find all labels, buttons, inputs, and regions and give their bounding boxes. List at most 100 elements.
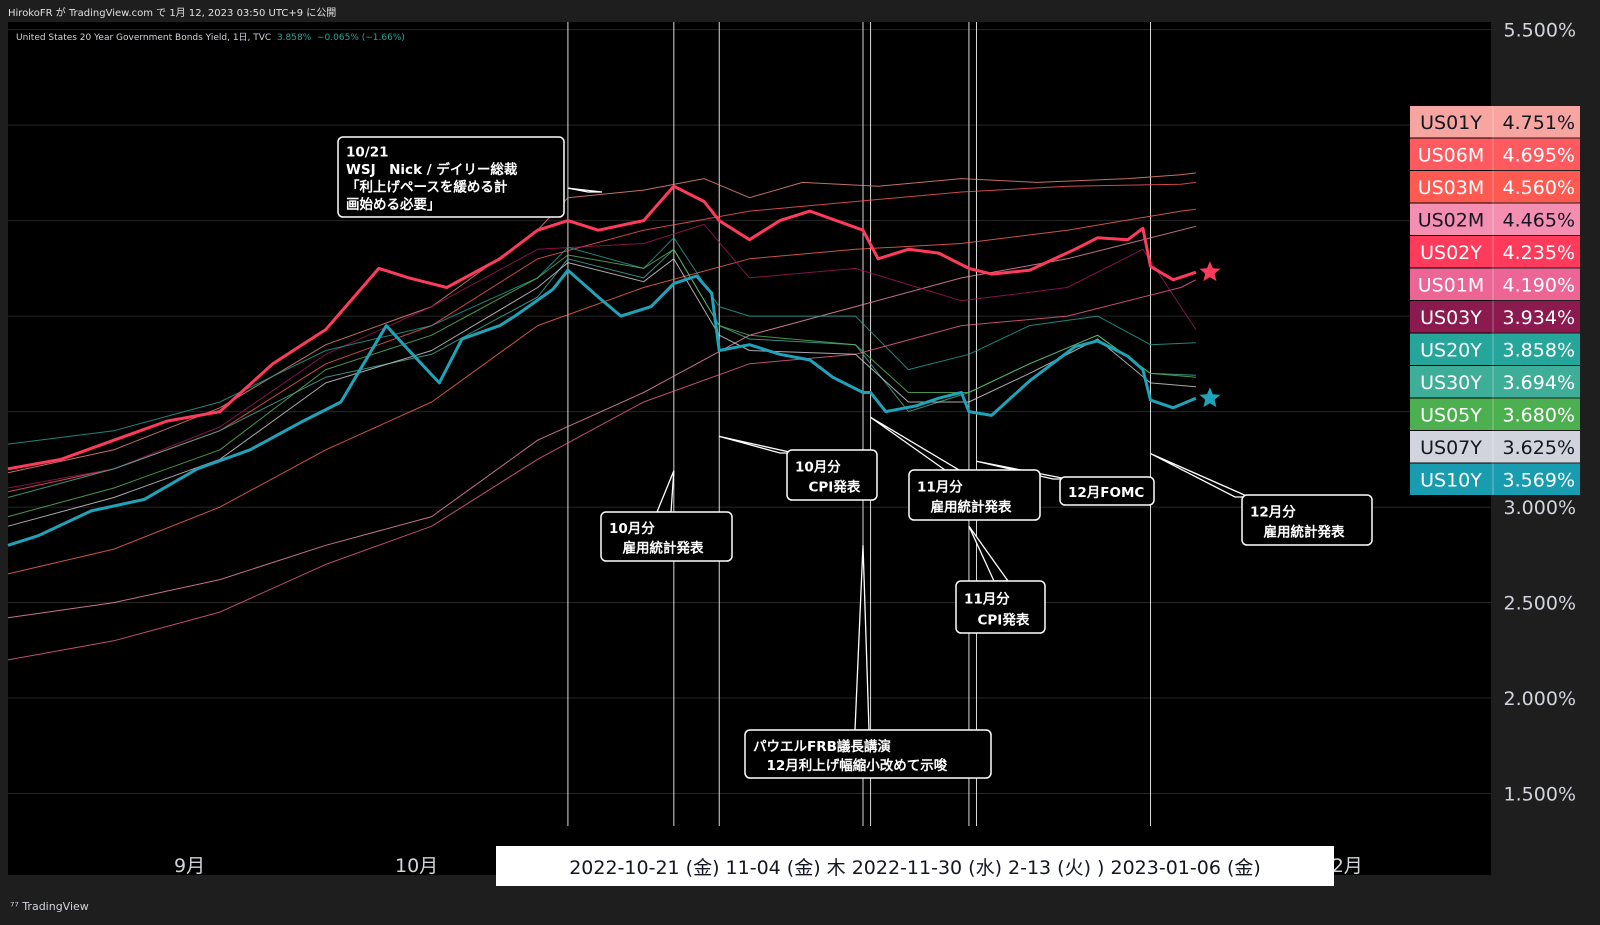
price-label-value: 3.680% <box>1503 405 1575 427</box>
annotation-text: 10月分 <box>795 460 841 476</box>
x-tick-label: 2月 <box>1332 855 1363 877</box>
price-label-value: 4.695% <box>1503 145 1575 167</box>
price-label-name: US20Y <box>1420 340 1482 362</box>
price-label-us01m[interactable]: US01M 4.190% <box>1410 268 1580 301</box>
price-label-us05y[interactable]: US05Y 3.680% <box>1410 398 1580 431</box>
price-label-name: US05Y <box>1420 405 1482 427</box>
annotation-text: 12月分 <box>1250 505 1296 521</box>
series-line-us07y[interactable] <box>7 258 1196 527</box>
price-label-value: 3.934% <box>1503 307 1575 329</box>
price-label-bg <box>1410 301 1580 333</box>
price-label-us06m[interactable]: US06M 4.695% <box>1410 138 1580 171</box>
series-line-us02m[interactable] <box>7 225 1197 619</box>
annotation-text: 雇用統計発表 <box>1250 524 1345 541</box>
price-label-value: 4.751% <box>1503 112 1575 134</box>
change-value: −0.065% (−1.66%) <box>317 33 405 43</box>
annotation-text: 雇用統計発表 <box>917 499 1012 516</box>
annotation-box-0[interactable] <box>337 136 565 218</box>
price-label-us03y[interactable]: US03Y 3.934% <box>1410 301 1580 333</box>
series-line-us01y[interactable] <box>7 172 1196 474</box>
price-label-value: 3.858% <box>1503 340 1575 362</box>
price-label-us20y[interactable]: US20Y 3.858% <box>1410 333 1580 366</box>
annotation-box-2[interactable] <box>786 449 878 501</box>
series-line-us03m[interactable] <box>7 208 1196 575</box>
y-tick-label: 3.000% <box>1504 497 1576 519</box>
series-line-us10y[interactable] <box>7 268 1197 547</box>
annotation-text: 10月分 <box>609 521 655 537</box>
price-label-name: US03Y <box>1420 307 1482 329</box>
series-line-us05y[interactable] <box>7 248 1196 518</box>
price-labels: US01Y 4.751% US06M 4.695% US03M 4.560% US02M 4.… <box>1410 106 1580 495</box>
last-value: 3.858% <box>276 33 312 43</box>
price-label-bg <box>1410 236 1580 268</box>
crosshair-date-label: 2022-10-21 (金) 11-04 (金) 木 2022-11-30 (水… <box>569 857 1261 879</box>
annotation-pointer-5 <box>1150 453 1250 498</box>
price-label-us10y[interactable]: US10Y 3.569% <box>1410 463 1580 496</box>
event-lines <box>567 22 1152 826</box>
annotation-box-5[interactable] <box>1241 494 1373 546</box>
price-label-bg <box>1410 138 1580 170</box>
annotation-text: 雇用統計発表 <box>609 540 704 557</box>
x-axis: 9月 10月 2月 2022-10-21 (金) 11-04 (金) 木 2022-1… <box>174 846 1363 886</box>
price-label-name: US02Y <box>1420 242 1482 264</box>
annotation-text: 11月分 <box>917 480 963 496</box>
series-line-us20y[interactable] <box>7 237 1196 445</box>
tv-icon: ⁷⁷ <box>10 900 19 913</box>
price-label-name: US06M <box>1418 145 1485 167</box>
annotation-text: WSJ Nick / デイリー総裁 <box>346 161 518 178</box>
price-label-us30y[interactable]: US30Y 3.694% <box>1410 366 1580 398</box>
price-label-value: 4.235% <box>1503 242 1575 264</box>
price-label-bg <box>1410 463 1580 495</box>
annotation-box-6[interactable] <box>955 580 1046 634</box>
annotation-box-3[interactable] <box>908 469 1041 521</box>
price-label-value: 4.190% <box>1503 275 1575 297</box>
price-label-name: US01Y <box>1420 112 1482 134</box>
annotation-pointers <box>567 187 1250 731</box>
symbol-description: United States 20 Year Government Bonds Y… <box>16 33 272 43</box>
price-label-us02y[interactable]: US02Y 4.235% <box>1410 236 1580 268</box>
annotation-text: CPI発表 <box>964 611 1030 628</box>
price-label-name: US02M <box>1418 210 1485 232</box>
annotation-text: CPI発表 <box>795 479 861 496</box>
series-line-us02y[interactable] <box>7 184 1197 471</box>
annotation-box-7[interactable] <box>744 729 992 779</box>
annotation-text: 画始める必要」 <box>346 196 441 213</box>
annotation-box-4[interactable] <box>1059 476 1155 506</box>
price-label-us03m[interactable]: US03M 4.560% <box>1410 171 1580 203</box>
annotation-text: 10/21 <box>346 145 389 161</box>
symbol-legend[interactable]: United States 20 Year Government Bonds Y… <box>16 30 405 43</box>
price-label-value: 4.560% <box>1503 177 1575 199</box>
price-label-value: 3.625% <box>1503 437 1575 459</box>
price-label-bg <box>1410 268 1580 300</box>
annotation-box-1[interactable] <box>600 511 733 562</box>
price-label-name: US10Y <box>1420 470 1482 492</box>
series-line-us01m[interactable] <box>7 279 1197 661</box>
annotation-text: パウエルFRB議長講演 <box>753 738 891 755</box>
tradingview-logo[interactable]: ⁷⁷ TradingView <box>10 900 89 913</box>
price-label-bg <box>1410 333 1580 365</box>
price-label-us07y[interactable]: US07Y 3.625% <box>1410 431 1580 463</box>
y-tick-label: 2.500% <box>1504 593 1576 615</box>
gridlines <box>8 29 1491 795</box>
x-tick-label: 10月 <box>395 855 438 877</box>
brand-label: TradingView <box>22 900 89 913</box>
price-label-bg <box>1410 366 1580 398</box>
price-label-name: US01M <box>1418 275 1485 297</box>
crosshair-date-box <box>496 846 1334 886</box>
annotation-pointer-0 <box>567 187 603 193</box>
price-label-bg <box>1410 203 1580 235</box>
price-label-name: US07Y <box>1420 437 1482 459</box>
y-tick-label: 2.000% <box>1504 688 1576 710</box>
price-label-name: US30Y <box>1420 372 1482 394</box>
end-star-us10y <box>1199 387 1221 408</box>
price-label-us01y[interactable]: US01Y 4.751% <box>1410 106 1580 138</box>
price-label-bg <box>1410 431 1580 463</box>
y-axis: 5.500% 3.000% 2.500% 2.000% 1.500% <box>1504 20 1576 806</box>
series-line-us03y[interactable] <box>7 223 1197 489</box>
price-label-value: 3.694% <box>1503 372 1575 394</box>
price-label-us02m[interactable]: US02M 4.465% <box>1410 203 1580 236</box>
annotation-text: 12月FOMC <box>1068 485 1144 501</box>
price-label-bg <box>1410 398 1580 430</box>
